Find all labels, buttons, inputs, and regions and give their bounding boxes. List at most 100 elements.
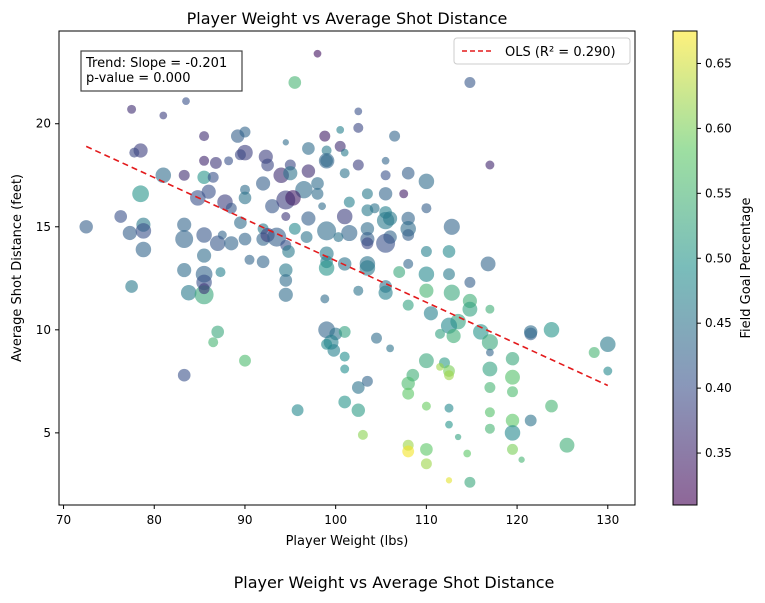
x-tick-label: 130 bbox=[596, 513, 619, 527]
data-point bbox=[352, 159, 364, 171]
colorbar-tick-label: 0.65 bbox=[705, 56, 732, 70]
x-axis-label: Player Weight (lbs) bbox=[286, 534, 409, 549]
data-point bbox=[132, 185, 149, 203]
data-point bbox=[321, 145, 332, 156]
data-point bbox=[285, 190, 301, 206]
data-point bbox=[215, 267, 226, 278]
data-point bbox=[239, 354, 251, 367]
colorbar: 0.35 0.40 0.45 0.50 0.55 0.60 0.65 Field Goal … bbox=[672, 30, 754, 506]
data-point bbox=[402, 299, 414, 311]
data-point bbox=[209, 156, 222, 169]
x-tick-label: 90 bbox=[237, 513, 252, 527]
data-point bbox=[485, 304, 495, 314]
colorbar-label: Field Goal Percentage bbox=[739, 197, 754, 338]
data-point bbox=[436, 363, 444, 371]
data-point bbox=[338, 325, 351, 338]
colorbar-tick-label: 0.45 bbox=[705, 316, 732, 330]
chart-title: Player Weight vs Average Shot Distance bbox=[187, 9, 508, 28]
data-point bbox=[600, 336, 616, 353]
colorbar-frame bbox=[672, 30, 698, 506]
data-point bbox=[402, 445, 415, 458]
data-point bbox=[419, 283, 434, 298]
data-point bbox=[386, 344, 394, 353]
data-point bbox=[464, 276, 476, 288]
data-point bbox=[401, 166, 415, 180]
data-point bbox=[224, 156, 234, 166]
data-point bbox=[420, 458, 432, 470]
data-point bbox=[523, 325, 538, 339]
data-point bbox=[244, 254, 255, 265]
data-point bbox=[288, 76, 302, 89]
data-point bbox=[129, 147, 140, 158]
data-point bbox=[484, 407, 495, 418]
data-point bbox=[320, 294, 330, 304]
colorbar-ticks: 0.35 0.40 0.45 0.50 0.55 0.60 0.65 bbox=[697, 56, 732, 460]
data-point bbox=[361, 237, 374, 250]
data-point bbox=[354, 107, 363, 116]
x-tick-label: 100 bbox=[324, 513, 347, 527]
data-point bbox=[238, 191, 252, 205]
data-point bbox=[127, 104, 137, 114]
data-point bbox=[402, 229, 415, 241]
legend-label: OLS (R² = 0.290) bbox=[505, 45, 616, 60]
data-point bbox=[389, 130, 401, 142]
data-point bbox=[480, 256, 496, 272]
data-point bbox=[318, 260, 335, 276]
trendline bbox=[85, 145, 609, 387]
x-axis-ticks: 70 80 90 100 110 120 130 bbox=[56, 505, 619, 527]
data-point bbox=[420, 246, 432, 257]
data-point bbox=[180, 284, 197, 301]
x-tick-label: 110 bbox=[415, 513, 438, 527]
colorbar-tick-label: 0.50 bbox=[705, 251, 732, 265]
data-point bbox=[463, 449, 472, 458]
data-point bbox=[484, 423, 495, 434]
data-point bbox=[378, 187, 393, 201]
data-point bbox=[177, 217, 192, 232]
data-point bbox=[393, 266, 406, 279]
data-point bbox=[418, 353, 434, 369]
y-axis-ticks: 5 10 15 20 bbox=[36, 117, 59, 440]
data-point bbox=[351, 381, 365, 394]
data-point bbox=[446, 328, 461, 344]
data-point bbox=[464, 476, 476, 488]
trendline-layer bbox=[85, 145, 609, 387]
data-point bbox=[443, 268, 455, 281]
data-point bbox=[504, 425, 521, 441]
data-point bbox=[443, 284, 460, 301]
data-point bbox=[199, 131, 210, 142]
data-point bbox=[444, 403, 454, 413]
data-point bbox=[311, 177, 324, 190]
data-point bbox=[543, 322, 560, 338]
data-point bbox=[334, 140, 346, 152]
data-point bbox=[125, 280, 138, 293]
data-point bbox=[301, 164, 316, 178]
data-point bbox=[339, 351, 350, 362]
data-point bbox=[505, 351, 520, 366]
data-point bbox=[311, 187, 324, 200]
data-point bbox=[336, 126, 345, 134]
legend: OLS (R² = 0.290) bbox=[453, 37, 631, 65]
data-point bbox=[340, 364, 350, 374]
data-point bbox=[114, 210, 128, 223]
data-point bbox=[401, 376, 415, 391]
colorbar-tick-label: 0.60 bbox=[705, 121, 732, 135]
data-point bbox=[464, 77, 476, 88]
data-point bbox=[341, 224, 358, 242]
data-point bbox=[198, 283, 210, 295]
data-point bbox=[484, 382, 496, 393]
data-point bbox=[279, 263, 293, 277]
data-point bbox=[435, 328, 445, 339]
data-point bbox=[196, 227, 212, 243]
data-point bbox=[182, 97, 190, 105]
data-point bbox=[343, 196, 355, 208]
y-tick-label: 5 bbox=[43, 426, 51, 440]
data-point bbox=[239, 126, 251, 138]
data-point bbox=[376, 233, 396, 253]
data-point bbox=[423, 306, 438, 321]
data-point bbox=[197, 248, 212, 263]
annotation-frame bbox=[80, 50, 243, 92]
y-tick-label: 10 bbox=[36, 323, 51, 337]
data-point bbox=[507, 386, 518, 398]
figure-caption: Player Weight vs Average Shot Distance bbox=[234, 573, 555, 592]
data-point bbox=[454, 433, 462, 441]
